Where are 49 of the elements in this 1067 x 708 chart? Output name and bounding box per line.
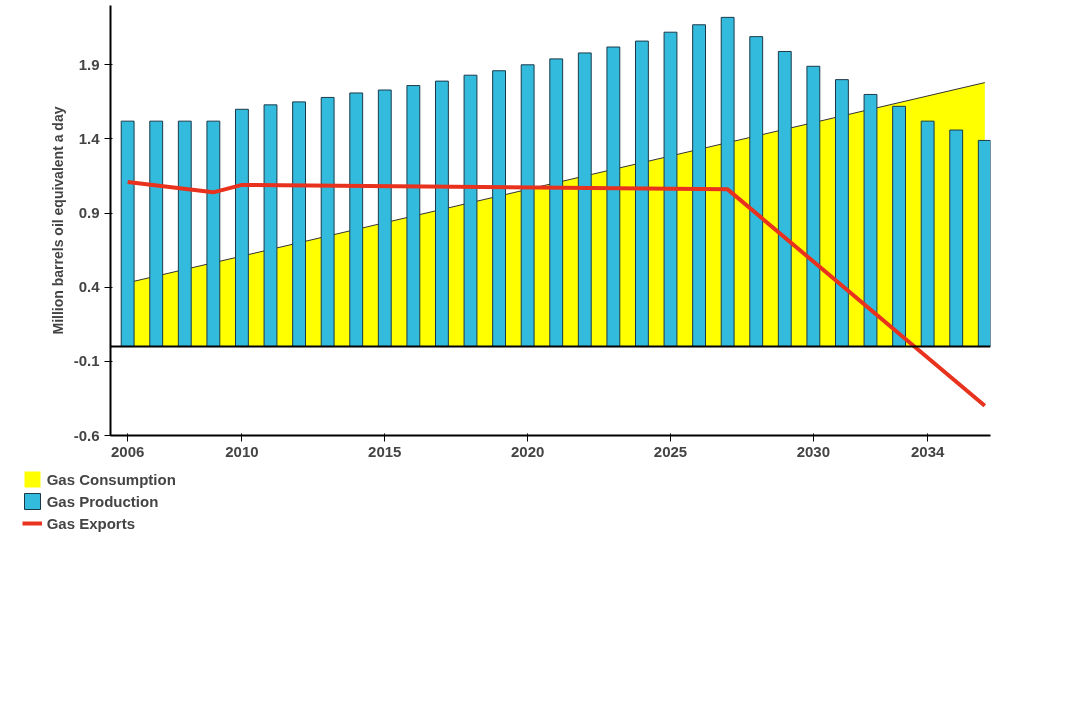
y-axis-title: Million barrels oil equivalent a day bbox=[49, 106, 66, 335]
x-tick-label: 2006 bbox=[110, 442, 145, 460]
x-tick-label: 2025 bbox=[653, 442, 688, 460]
bar bbox=[977, 139, 991, 348]
bar bbox=[749, 36, 764, 348]
bar bbox=[692, 24, 706, 348]
y-tick-label: -0.1 bbox=[73, 352, 100, 370]
x-tick-label: 2020 bbox=[510, 442, 545, 460]
bar bbox=[577, 52, 592, 348]
bar bbox=[949, 129, 964, 348]
y-tick-label: -0.6 bbox=[73, 426, 100, 444]
bar bbox=[263, 104, 278, 348]
bar bbox=[235, 108, 249, 348]
bar bbox=[635, 40, 649, 348]
y-tick-label: 0.4 bbox=[78, 278, 101, 296]
x-tick-label: 2015 bbox=[368, 442, 402, 460]
x-tick-label: 2010 bbox=[225, 442, 259, 460]
y-tick-label: 1.4 bbox=[78, 129, 101, 147]
bar bbox=[377, 89, 392, 348]
bar bbox=[806, 65, 821, 348]
y-tick-label: 0.9 bbox=[78, 204, 100, 222]
bar bbox=[549, 58, 564, 348]
line-series bbox=[125, 179, 987, 408]
y-tick-label: 1.9 bbox=[78, 55, 100, 73]
bar bbox=[663, 31, 678, 348]
bar bbox=[463, 74, 478, 348]
bar bbox=[206, 120, 221, 348]
bar bbox=[492, 70, 506, 348]
bar bbox=[777, 50, 792, 348]
x-tick-label: 2030 bbox=[796, 442, 831, 460]
legend-label: Gas Consumption bbox=[46, 470, 176, 488]
bar bbox=[520, 64, 535, 348]
bar bbox=[149, 120, 164, 348]
bar bbox=[863, 93, 878, 348]
bar bbox=[435, 80, 449, 348]
bar bbox=[320, 96, 335, 348]
bar bbox=[177, 120, 192, 348]
bar bbox=[349, 92, 364, 348]
bar bbox=[892, 105, 906, 348]
bar bbox=[835, 79, 849, 348]
bar bbox=[120, 120, 135, 348]
x-tick-label: 2034 bbox=[910, 442, 945, 460]
bar bbox=[606, 46, 621, 348]
bar bbox=[720, 16, 735, 348]
bar bbox=[292, 101, 306, 348]
bar bbox=[920, 120, 935, 348]
bar bbox=[406, 85, 421, 348]
legend-label: Gas Exports bbox=[46, 514, 136, 532]
legend-label: Gas Production bbox=[46, 492, 159, 510]
